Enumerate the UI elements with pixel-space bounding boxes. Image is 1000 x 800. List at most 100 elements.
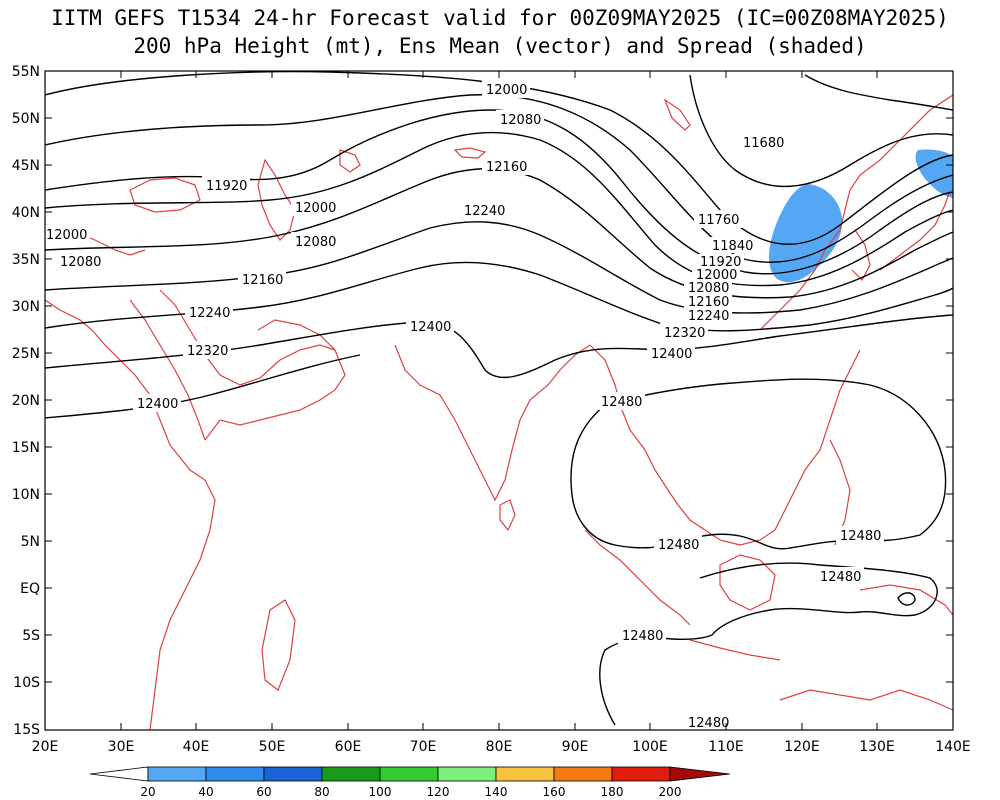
lon-label: 20E [32,739,59,755]
coastline-borneo [719,554,776,611]
svg-text:12480: 12480 [601,395,642,410]
lat-label: EQ [20,581,40,597]
contour-label-12160-top: 12160 [482,157,530,175]
coastline-balkhash [453,147,487,159]
contour-label-12080-top: 12080 [496,110,544,128]
coastline-black-sea [129,177,201,213]
coastline-korea [851,229,871,281]
lon-label: 50E [259,739,286,755]
contour-label-11920-west: 11920 [202,176,250,194]
svg-text:11680: 11680 [743,136,784,151]
lat-label: 10N [12,487,40,503]
contour-label-12320-west: 12320 [183,341,231,359]
contour-label-12240-east: 12240 [684,308,732,324]
colorbar-tick-label: 200 [659,785,682,799]
svg-text:11840: 11840 [712,239,753,254]
colorbar: 20 40 60 80 100 120 140 160 180 200 [89,766,731,799]
contour-labels: 12000 12080 12160 12240 11680 11920 1200… [42,80,884,731]
colorbar-segment [205,766,265,782]
coastline-sri-lanka [499,499,516,532]
coastlines [45,94,953,730]
coastline-australia-north [779,689,953,711]
lat-label: 15S [13,722,40,738]
spread-shading [769,149,953,283]
contour-label-12400-west: 12400 [133,394,181,412]
contour-label-12160-east: 12160 [684,294,732,310]
svg-text:12080: 12080 [500,113,541,128]
lat-label: 50N [12,111,40,127]
contour-label-12000-west: 12000 [42,225,90,243]
colorbar-left-triangle [89,766,149,782]
colorbar-tick-label: 80 [314,785,329,799]
colorbar-segment [321,766,381,782]
contour-12400 [45,314,953,378]
svg-text:12000: 12000 [486,83,527,98]
colorbar-segment [379,766,439,782]
contour-label-12400-india: 12400 [406,317,454,335]
svg-text:12080: 12080 [688,281,729,296]
contour-label-12480-south: 12480 [618,626,666,644]
lon-label: 80E [486,739,513,755]
colorbar-tick-label: 20 [140,785,155,799]
colorbar-right-triangle [669,766,731,782]
lat-label: 35N [12,252,40,268]
contour-label-12240-top: 12240 [460,201,508,219]
contour-label-12160-west: 12160 [238,270,286,288]
contour-label-11840: 11840 [708,237,756,254]
contour-11760 [689,74,953,188]
lat-label: 15N [12,440,40,456]
contour-12400-south [45,354,361,419]
svg-text:12160: 12160 [486,160,527,175]
contour-12320 [45,261,953,332]
svg-text:12000: 12000 [46,228,87,243]
svg-text:11760: 11760 [698,213,739,228]
coastline-aral [339,149,361,173]
spread-area-east-china [769,184,843,283]
lon-label: 90E [562,739,589,755]
coastline-persian-gulf [257,319,336,351]
colorbar-tick-label: 100 [369,785,392,799]
lon-label: 100E [632,739,668,755]
coastline-madagascar [261,599,296,691]
svg-text:12000: 12000 [295,201,336,216]
contour-label-12000-east: 12000 [692,267,740,283]
contour-label-12240-west: 12240 [185,303,233,321]
colorbar-segment [437,766,497,782]
lat-label: 30N [12,299,40,315]
colorbar-segment [147,766,207,782]
lat-label: 10S [13,675,40,691]
coastline-new-guinea [859,584,953,616]
lat-label: 5N [21,534,40,550]
contour-12480-small [897,592,916,606]
contour-11920 [45,94,953,263]
lat-label: 55N [12,64,40,80]
colorbar-segment [611,766,671,782]
svg-text:12480: 12480 [688,716,729,731]
contour-label-12480-north: 12480 [597,392,645,410]
svg-text:12400: 12400 [410,320,451,335]
contour-label-12320-east: 12320 [660,323,708,341]
lat-label: 25N [12,346,40,362]
contour-label-11920-east: 11920 [696,254,744,270]
svg-text:11920: 11920 [206,179,247,194]
svg-text:12400: 12400 [651,347,692,362]
coastline-bay-of-bengal [589,344,679,506]
contour-label-12080-mid: 12080 [291,232,339,250]
svg-text:12080: 12080 [60,255,101,270]
svg-text:12080: 12080 [295,235,336,250]
coastline-sumatra [584,529,691,626]
coastline-baikal [663,98,691,131]
colorbar-tick-label: 40 [198,785,213,799]
contour-11680 [804,74,953,111]
contour-label-11680: 11680 [739,133,787,151]
contour-label-12480-east: 12480 [836,526,884,544]
lon-label: 30E [108,739,135,755]
svg-text:12240: 12240 [688,309,729,324]
contour-label-12480-borneo: 12480 [816,567,864,585]
chart-title: IITM GEFS T1534 24-hr Forecast valid for… [51,6,949,30]
colorbar-segment [553,766,613,782]
lat-label: 20N [12,393,40,409]
lon-label: 70E [410,739,437,755]
coastline-caspian [257,158,296,241]
